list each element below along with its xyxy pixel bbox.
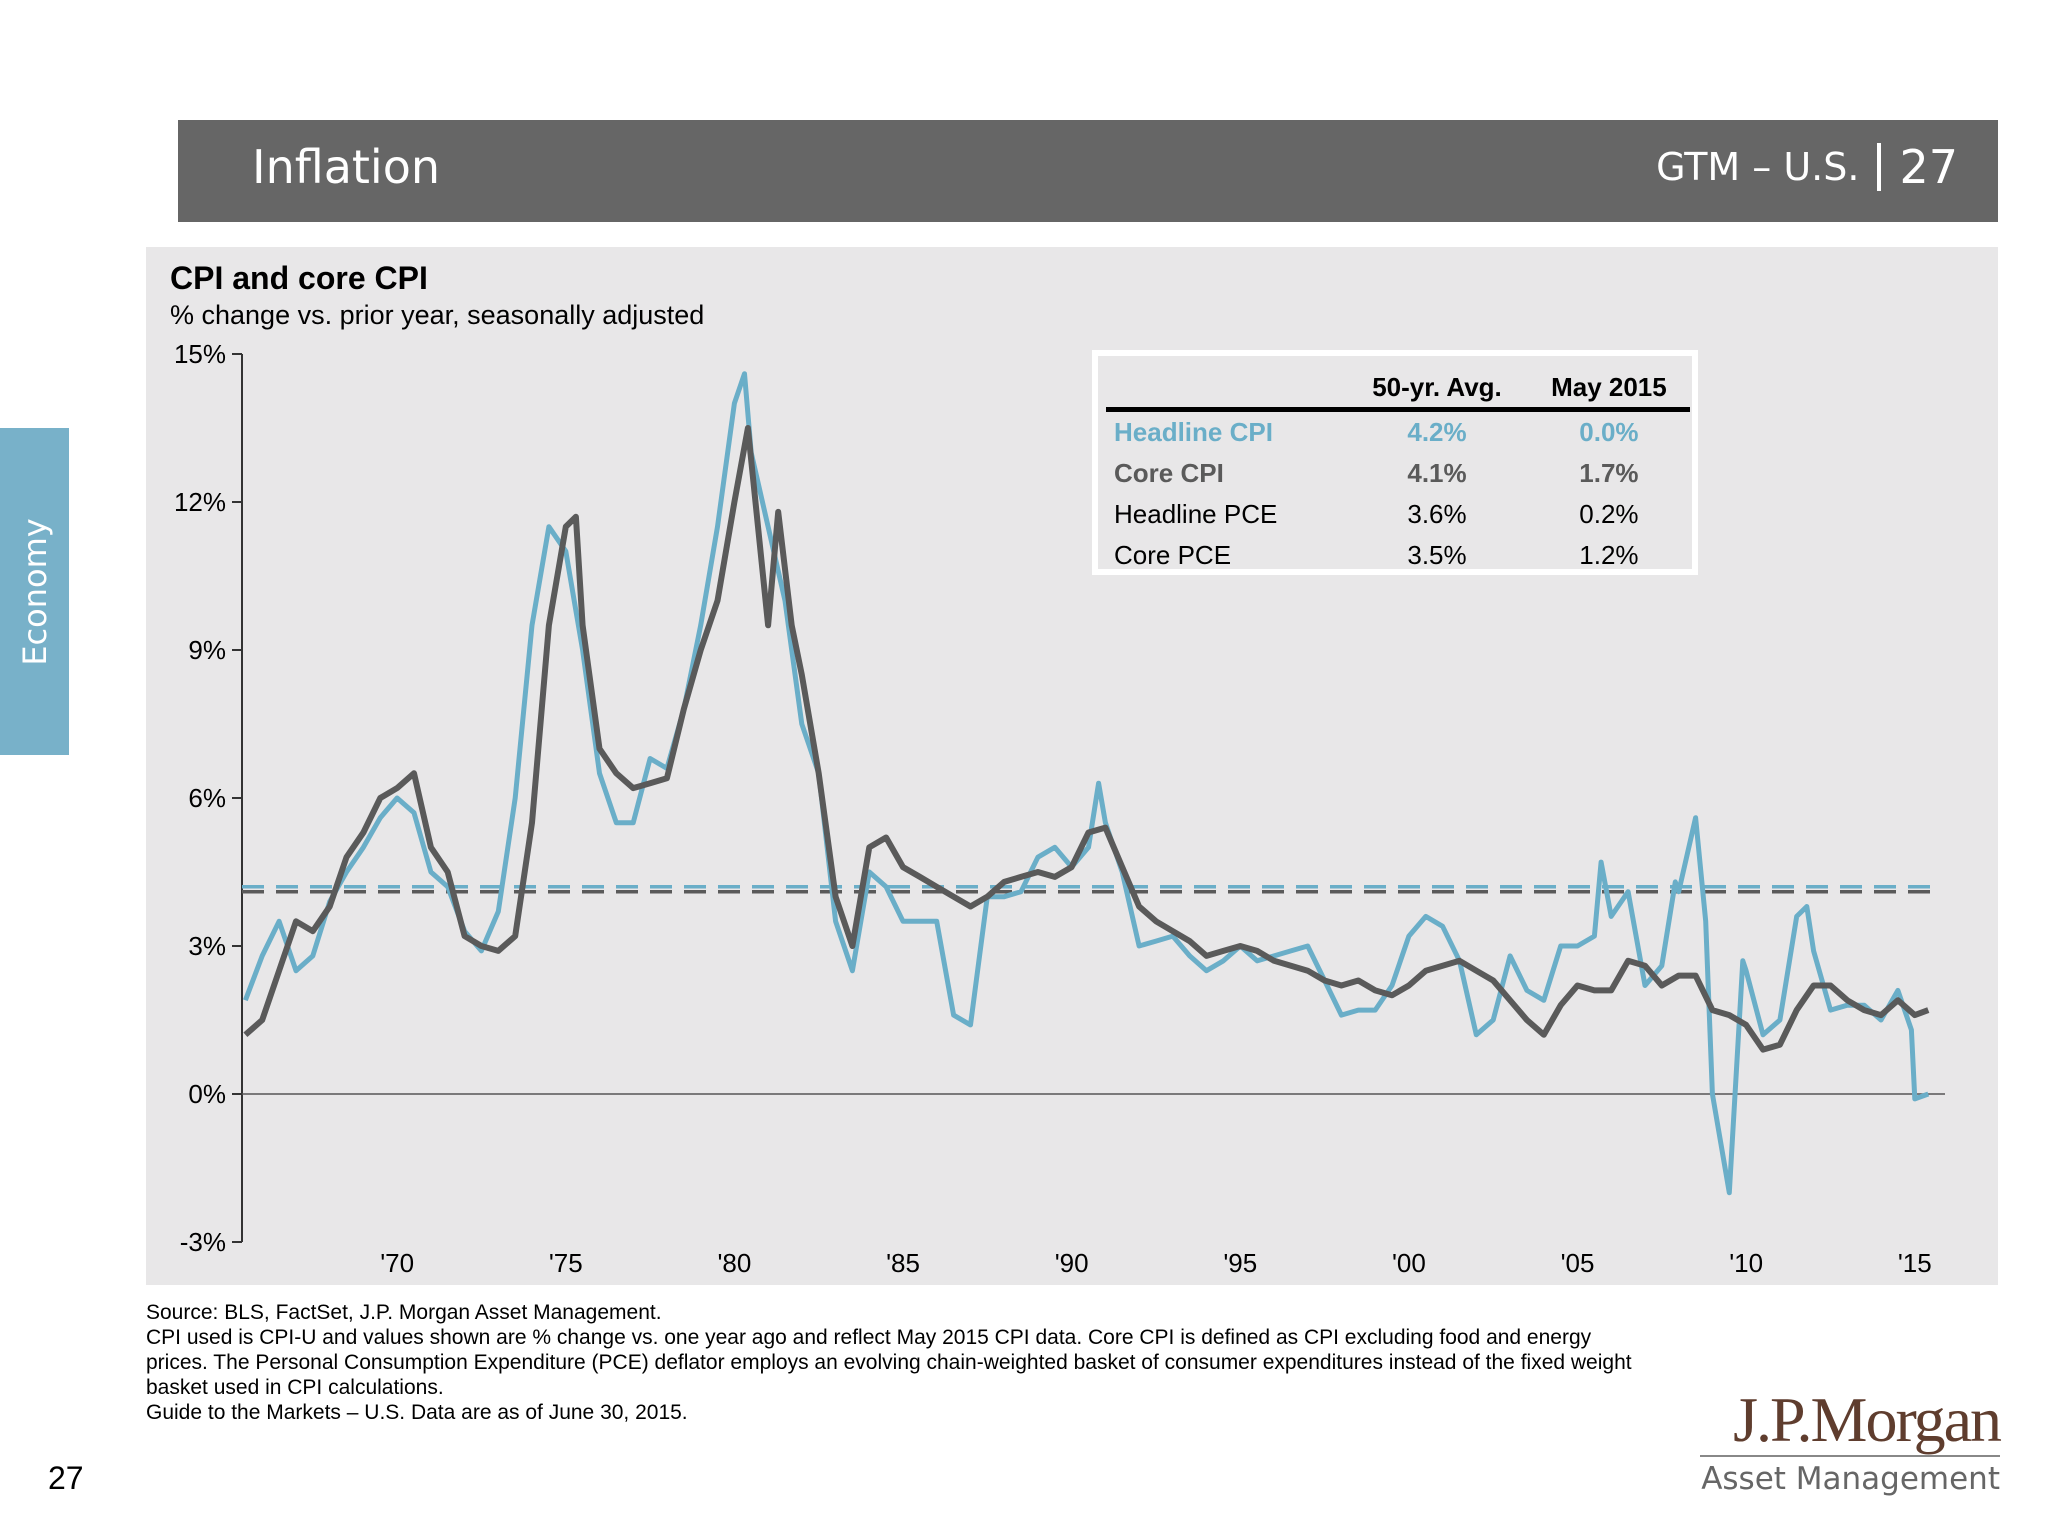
x-tick-label: '95 bbox=[1223, 1248, 1257, 1278]
chart-title: CPI and core CPI bbox=[170, 260, 428, 296]
y-tick-label: 6% bbox=[188, 783, 226, 813]
y-tick-label: 12% bbox=[174, 487, 226, 517]
row-latest: 0.2% bbox=[1579, 499, 1639, 529]
footnotes: Source: BLS, FactSet, J.P. Morgan Asset … bbox=[146, 1300, 1646, 1425]
page-number: 27 bbox=[48, 1460, 84, 1496]
x-tick-label: '85 bbox=[886, 1248, 920, 1278]
chart: -3% 0% 3% 6% 9% 12% 15% '70 '75 '80 '85 '90 '95 '00 '0… bbox=[174, 339, 1945, 1278]
row-latest: 0.0% bbox=[1579, 417, 1639, 447]
x-tick-label: '10 bbox=[1729, 1248, 1763, 1278]
definition-note: CPI used is CPI-U and values shown are %… bbox=[146, 1326, 1632, 1399]
table-header: May 2015 bbox=[1527, 366, 1690, 412]
row-latest: 1.7% bbox=[1579, 458, 1639, 488]
x-tick-label: '75 bbox=[549, 1248, 583, 1278]
y-tick-label: 9% bbox=[188, 635, 226, 665]
row-avg: 4.2% bbox=[1407, 417, 1467, 447]
x-tick-label: '05 bbox=[1561, 1248, 1595, 1278]
x-tick-label: '80 bbox=[717, 1248, 751, 1278]
source-note: Source: BLS, FactSet, J.P. Morgan Asset … bbox=[146, 1301, 662, 1324]
table-row: Core CPI 4.1% 1.7% bbox=[1106, 453, 1690, 494]
table-row: Core PCE 3.5% 1.2% bbox=[1106, 535, 1690, 576]
header-bar bbox=[178, 120, 1998, 222]
x-tick-label: '90 bbox=[1055, 1248, 1089, 1278]
row-avg: 3.5% bbox=[1407, 540, 1467, 570]
section-label: GTM – U.S. bbox=[1656, 145, 1860, 189]
x-tick-label: '15 bbox=[1898, 1248, 1932, 1278]
series-core-cpi bbox=[243, 425, 1930, 1053]
page-title: Inflation bbox=[252, 140, 440, 194]
row-label: Core PCE bbox=[1114, 540, 1232, 570]
divider bbox=[1877, 143, 1882, 191]
table-row: Headline CPI 4.2% 0.0% bbox=[1106, 410, 1690, 454]
y-tick-label: -3% bbox=[180, 1227, 226, 1257]
y-tick-label: 0% bbox=[188, 1079, 226, 1109]
row-avg: 4.1% bbox=[1407, 458, 1467, 488]
side-tab-economy: Economy bbox=[0, 428, 69, 755]
header-right: GTM – U.S. 27 bbox=[1656, 140, 1958, 194]
row-latest: 1.2% bbox=[1579, 540, 1639, 570]
row-label: Headline PCE bbox=[1114, 499, 1278, 529]
table-header: 50-yr. Avg. bbox=[1346, 366, 1528, 412]
chart-subtitle: % change vs. prior year, seasonally adju… bbox=[170, 300, 705, 330]
date-note: Guide to the Markets – U.S. Data are as … bbox=[146, 1401, 688, 1424]
row-avg: 3.6% bbox=[1407, 499, 1467, 529]
header-page-number: 27 bbox=[1899, 140, 1958, 194]
row-label: Headline CPI bbox=[1114, 417, 1273, 447]
x-tick-label: '00 bbox=[1392, 1248, 1426, 1278]
y-tick-label: 3% bbox=[188, 931, 226, 961]
stats-table: 50-yr. Avg. May 2015 Headline CPI 4.2% 0… bbox=[1092, 350, 1698, 575]
row-label: Core CPI bbox=[1114, 458, 1224, 488]
jpmorgan-logo: J.P.Morgan Asset Management bbox=[1700, 1384, 2002, 1497]
x-tick-label: '70 bbox=[380, 1248, 414, 1278]
table-row: Headline PCE 3.6% 0.2% bbox=[1106, 494, 1690, 535]
y-tick-label: 15% bbox=[174, 339, 226, 369]
table-header bbox=[1106, 366, 1347, 412]
